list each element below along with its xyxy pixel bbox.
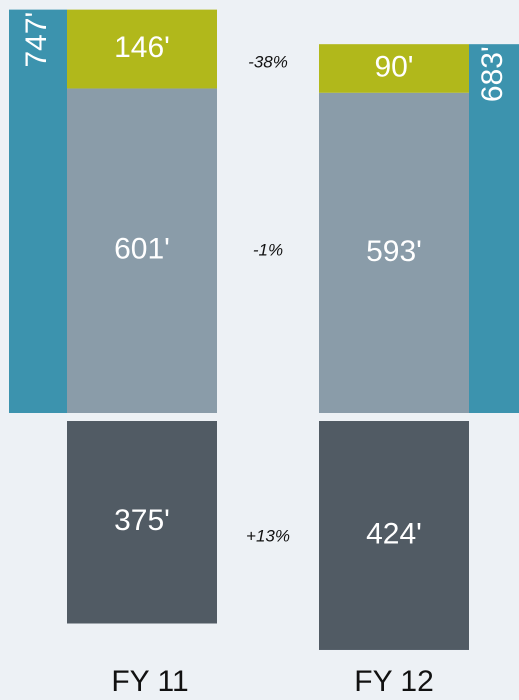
bar-segment: [67, 88, 217, 414]
change-annotation: -1%: [253, 240, 283, 259]
bar-segment: [319, 421, 469, 650]
total-bar: [469, 44, 519, 414]
value-label: 375': [114, 504, 170, 537]
value-label: 424': [366, 517, 422, 550]
total-bar: [9, 9, 67, 414]
change-annotation: -38%: [248, 52, 288, 71]
value-label: 146': [114, 31, 170, 64]
x-tick-label: FY 11: [111, 665, 188, 698]
change-annotation: +13%: [246, 526, 290, 545]
bar-segment: [319, 44, 469, 93]
value-label: 601': [114, 233, 170, 266]
bar-segment: [67, 421, 217, 624]
value-label: 593': [366, 235, 422, 268]
bar-segment: [67, 9, 217, 89]
value-label: 90': [374, 50, 413, 83]
total-label: 747': [20, 12, 53, 68]
x-tick-label: FY 12: [354, 665, 434, 698]
total-label: 683': [476, 46, 509, 102]
bar-segment: [319, 92, 469, 413]
